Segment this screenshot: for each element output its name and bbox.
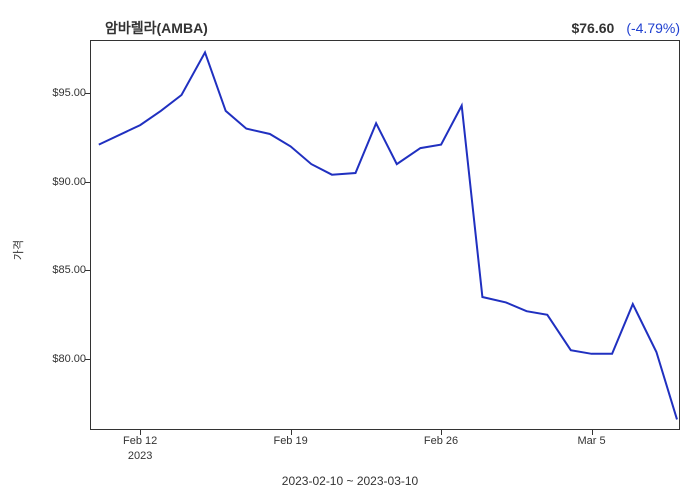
price-line — [99, 52, 677, 419]
chart-header: 암바렐라(AMBA) $76.60 (-4.79%) — [105, 18, 680, 38]
y-axis-label: 가격 — [10, 240, 26, 260]
x-tick-mark — [140, 430, 141, 435]
price-info: $76.60 (-4.79%) — [571, 20, 680, 36]
x-tick-label: Feb 19 — [273, 435, 307, 447]
x-tick-label: Feb 12 — [123, 435, 157, 447]
x-tick-year: 2023 — [128, 450, 152, 462]
y-tick-label: $90.00 — [52, 176, 86, 188]
x-tick-label: Feb 26 — [424, 435, 458, 447]
current-price: $76.60 — [571, 20, 614, 36]
chart-title: 암바렐라(AMBA) — [105, 18, 208, 38]
line-chart-svg — [90, 40, 680, 430]
x-tick-mark — [291, 430, 292, 435]
change-percent: (-4.79%) — [626, 20, 680, 36]
x-tick-mark — [592, 430, 593, 435]
x-tick-mark — [441, 430, 442, 435]
x-tick-label: Mar 5 — [577, 435, 605, 447]
y-tick-label: $95.00 — [52, 87, 86, 99]
y-tick-label: $80.00 — [52, 353, 86, 365]
y-tick-label: $85.00 — [52, 264, 86, 276]
stock-chart: 가격 암바렐라(AMBA) $76.60 (-4.79%) $80.00 $85.… — [0, 0, 700, 500]
date-range-label: 2023-02-10 ~ 2023-03-10 — [282, 474, 418, 488]
